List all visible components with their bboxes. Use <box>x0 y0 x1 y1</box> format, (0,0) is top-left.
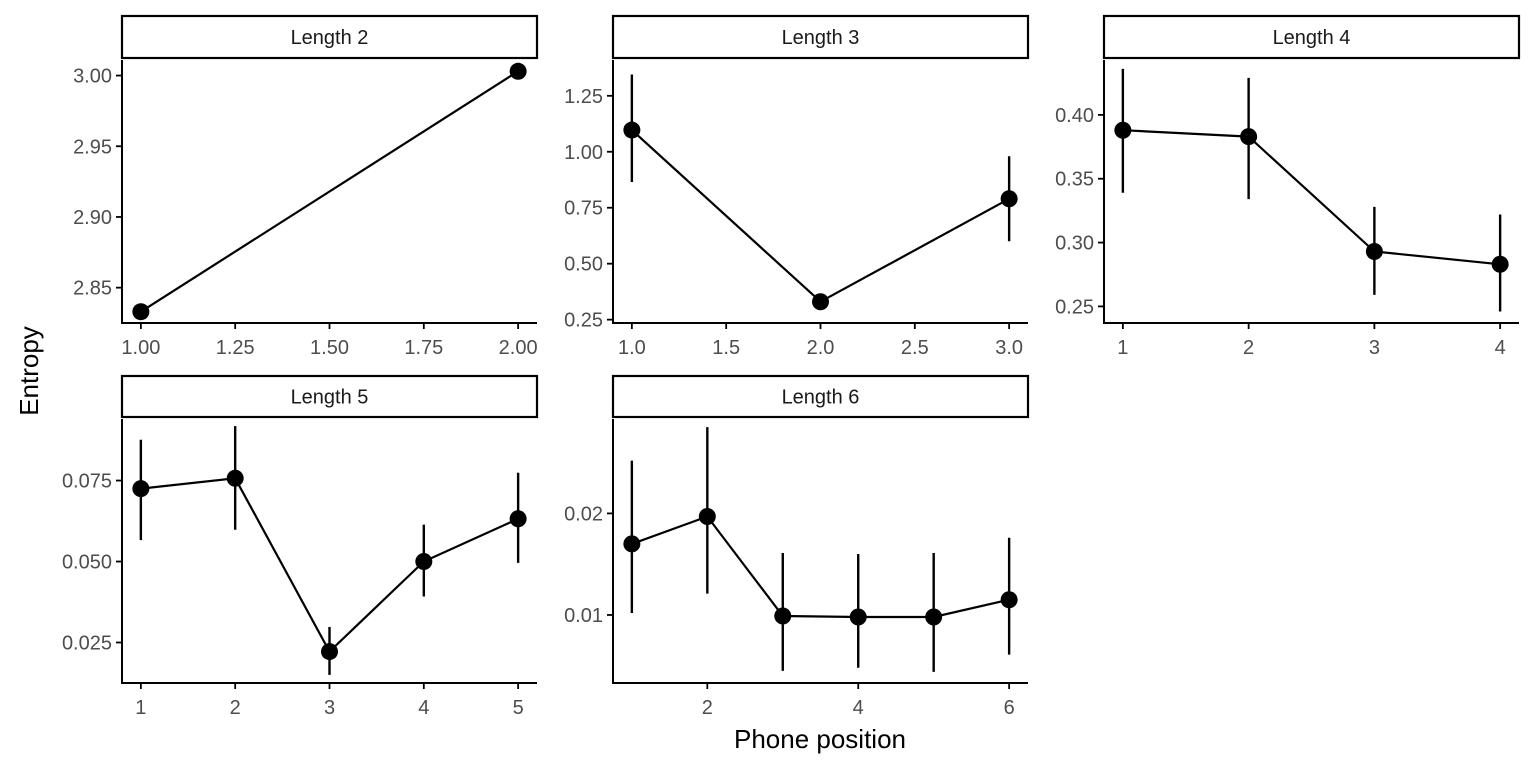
y-tick-label: 3.00 <box>73 66 112 88</box>
x-tick-label: 2.00 <box>499 337 538 359</box>
x-axis-title: Phone position <box>734 724 906 754</box>
y-tick-label: 2.95 <box>73 136 112 158</box>
x-tick-label: 2.0 <box>807 337 835 359</box>
series-line <box>140 477 519 654</box>
panel-1: Length 2 2.85 2.90 2.95 3.00 1.00 1.25 1.50 1.75… <box>73 14 539 359</box>
x-tick-label: 1.75 <box>404 337 443 359</box>
panel-3: Length 4 0.25 0.30 0.35 0.40 1 2 3 4 <box>1055 14 1521 359</box>
strip-label: Length 3 <box>782 27 860 49</box>
x-tick-label: 2.5 <box>901 337 929 359</box>
y-tick-label: 1.00 <box>564 142 603 164</box>
x-tick-label: 1.0 <box>618 337 646 359</box>
x-tick-label: 6 <box>1004 697 1015 719</box>
data-point <box>226 469 244 487</box>
data-point <box>623 121 641 139</box>
x-tick-label: 5 <box>513 697 524 719</box>
data-point <box>1365 243 1383 261</box>
y-tick-label: 0.75 <box>564 198 603 220</box>
series-line <box>631 515 1010 619</box>
data-point <box>132 303 150 321</box>
strip-box <box>120 374 539 419</box>
x-tick-label: 2 <box>230 697 241 719</box>
y-tick-label: 0.01 <box>564 605 603 627</box>
facet-panels: Length 2 2.85 2.90 2.95 3.00 1.00 1.25 1.50 1.75… <box>62 14 1521 719</box>
panel-4: Length 5 0.025 0.050 0.075 1 2 3 4 5 <box>62 374 539 719</box>
data-point <box>1000 190 1018 208</box>
strip-box <box>611 374 1030 419</box>
x-tick-label: 4 <box>853 697 864 719</box>
data-point <box>849 608 867 626</box>
x-tick-label: 1.5 <box>712 337 740 359</box>
x-tick-label: 3.0 <box>995 337 1023 359</box>
data-point <box>698 507 716 525</box>
data-point <box>925 608 943 626</box>
strip-box <box>1102 14 1521 60</box>
strip-box <box>120 14 539 60</box>
data-point <box>623 535 641 553</box>
data-point <box>1240 128 1258 146</box>
data-point <box>509 510 527 528</box>
x-tick-label: 1 <box>135 697 146 719</box>
series-line <box>140 70 519 313</box>
y-tick-label: 0.02 <box>564 503 603 525</box>
x-tick-label: 3 <box>1369 337 1380 359</box>
y-tick-label: 0.35 <box>1055 169 1094 191</box>
series-line <box>631 129 1010 304</box>
y-axis-title: Entropy <box>14 326 44 416</box>
y-tick-label: 0.25 <box>564 310 603 332</box>
x-tick-label: 1.00 <box>121 337 160 359</box>
strip-box <box>611 14 1030 60</box>
strip-label: Length 2 <box>291 27 369 49</box>
data-point <box>1491 255 1509 273</box>
y-tick-label: 0.50 <box>564 254 603 276</box>
strip-label: Length 4 <box>1273 27 1351 49</box>
data-point <box>509 62 527 80</box>
data-point <box>774 607 792 625</box>
data-point <box>132 480 150 498</box>
strip-label: Length 6 <box>782 387 860 409</box>
x-tick-label: 4 <box>418 697 429 719</box>
panel-2: Length 3 0.25 0.50 0.75 1.00 1.25 1.0 1.5 2.0 2.5… <box>564 14 1030 359</box>
y-tick-label: 2.90 <box>73 207 112 229</box>
y-tick-label: 0.30 <box>1055 233 1094 255</box>
x-tick-label: 2 <box>1243 337 1254 359</box>
x-tick-label: 4 <box>1495 337 1506 359</box>
data-point <box>1000 591 1018 609</box>
y-tick-label: 0.40 <box>1055 105 1094 127</box>
x-tick-label: 1 <box>1117 337 1128 359</box>
y-tick-label: 1.25 <box>564 86 603 108</box>
data-point <box>1114 121 1132 139</box>
y-tick-label: 0.025 <box>62 633 112 655</box>
series-line <box>1122 129 1501 266</box>
data-point <box>321 643 338 661</box>
panel-5: Length 6 0.01 0.02 2 4 6 <box>564 374 1030 719</box>
y-tick-label: 2.85 <box>73 278 112 300</box>
x-tick-label: 1.25 <box>216 337 255 359</box>
strip-label: Length 5 <box>291 387 369 409</box>
x-tick-label: 2 <box>702 697 713 719</box>
y-tick-label: 0.050 <box>62 552 112 574</box>
x-tick-label: 1.50 <box>310 337 349 359</box>
y-tick-label: 0.25 <box>1055 296 1094 318</box>
y-tick-label: 0.075 <box>62 471 112 493</box>
x-tick-label: 3 <box>324 697 335 719</box>
data-point <box>812 293 829 311</box>
data-point <box>415 553 433 571</box>
